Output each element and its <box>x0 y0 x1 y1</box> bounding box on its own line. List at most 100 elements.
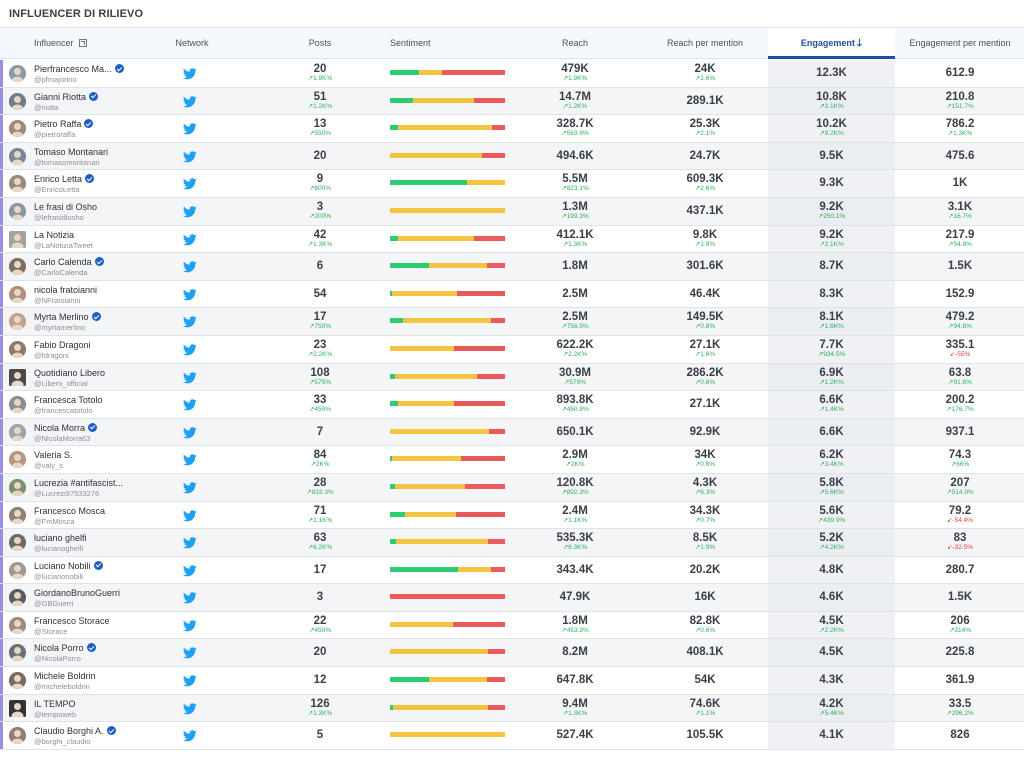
avatar[interactable] <box>9 534 26 552</box>
avatar[interactable] <box>9 727 26 745</box>
avatar[interactable] <box>9 506 26 524</box>
influencer-handle[interactable]: @Storace <box>34 626 68 636</box>
table-row[interactable]: Luciano Nobili @lucianonobili 17 343.4K 20.2… <box>0 556 1024 585</box>
influencer-handle[interactable]: @EnricoLetta <box>34 185 80 195</box>
influencer-handle[interactable]: @CarloCalenda <box>34 268 88 278</box>
table-row[interactable]: Valeria S. @valy_s 84 ↗2K% 2.9M ↗2K% 34K ↗0.6% 6… <box>0 446 1024 474</box>
influencer-name[interactable]: IL TEMPO <box>34 699 76 709</box>
column-header-sentiment[interactable]: Sentiment <box>390 38 431 48</box>
influencer-name[interactable]: Lucrezia #antifascist... <box>34 478 123 488</box>
influencer-handle[interactable]: @Libero_official <box>34 378 88 388</box>
influencer-name[interactable]: GiordanoBrunoGuerri <box>34 588 120 598</box>
influencer-name[interactable]: La Notizia <box>34 230 74 240</box>
avatar[interactable] <box>9 258 26 276</box>
column-header-engagement-per-mention[interactable]: Engagement per mention <box>909 38 1011 48</box>
table-row[interactable]: Nicola Porro @NicolaPorro 20 8.2M 408.1K 4.5K… <box>0 639 1024 668</box>
avatar[interactable] <box>9 202 26 220</box>
influencer-handle[interactable]: @Lucrezi97533276 <box>34 488 100 498</box>
avatar[interactable] <box>9 699 26 717</box>
avatar[interactable] <box>9 120 26 138</box>
table-row[interactable]: Francesco Mosca @FmMosca 71 ↗1.1K% 2.4M ↗1.1K… <box>0 501 1024 530</box>
influencer-handle[interactable]: @FmMosca <box>34 516 75 526</box>
influencer-name[interactable]: Carlo Calenda <box>34 257 104 267</box>
avatar[interactable] <box>9 561 26 579</box>
influencer-name[interactable]: Fabio Dragoni <box>34 340 91 350</box>
avatar[interactable] <box>9 175 26 193</box>
influencer-handle[interactable]: @NicolaPorro <box>34 654 81 664</box>
column-header-influencer[interactable]: Influencer <box>34 28 154 59</box>
column-header-posts[interactable]: Posts <box>308 38 332 48</box>
avatar[interactable] <box>9 672 26 690</box>
table-row[interactable]: Le frasi di Osho @lefrasidiosho 3 ↗200% 1.3M… <box>0 197 1024 226</box>
influencer-name[interactable]: Nicola Morra <box>34 422 98 433</box>
influencer-name[interactable]: luciano ghelfi <box>34 533 87 543</box>
influencer-name[interactable]: Nicola Porro <box>34 643 96 653</box>
table-row[interactable]: IL TEMPO @tempoweb 126 ↗1.3K% 9.4M ↗1.3K% 74.6… <box>0 694 1024 723</box>
influencer-handle[interactable]: @francescatotolo <box>34 406 93 416</box>
column-header-engagement[interactable]: Engagement 🡓 <box>768 28 895 59</box>
expand-icon[interactable] <box>78 39 87 47</box>
influencer-name[interactable]: Luciano Nobili <box>34 560 103 571</box>
table-row[interactable]: Myrta Merlino @myrtamerlino 17 ↗750% 2.5M ↗75… <box>0 308 1024 336</box>
influencer-name[interactable]: Tomaso Montanari <box>34 147 108 157</box>
table-row[interactable]: Lucrezia #antifascist... @Lucrezi97533276… <box>0 473 1024 502</box>
column-header-reach[interactable]: Reach <box>561 38 588 48</box>
influencer-name[interactable]: Le frasi di Osho <box>34 202 97 212</box>
influencer-name[interactable]: Myrta Merlino <box>34 312 101 322</box>
influencer-handle[interactable]: @pietroraffa <box>34 130 76 140</box>
influencer-handle[interactable]: @valy_s <box>34 461 63 471</box>
avatar[interactable] <box>9 368 26 386</box>
avatar[interactable] <box>9 644 26 662</box>
influencer-name[interactable]: Pietro Raffa <box>34 119 94 129</box>
influencer-handle[interactable]: @lucianoghelfi <box>34 544 84 554</box>
table-row[interactable]: Quotidiano Libero @Libero_official 108 ↗575… <box>0 363 1024 392</box>
table-row[interactable]: Nicola Morra @NicolaMorra63 7 650.1K 92.9K 6.… <box>0 418 1024 447</box>
influencer-handle[interactable]: @lucianonobili <box>34 571 83 581</box>
table-row[interactable]: Michele Boldrin @micheleboldrin 12 647.8K 54… <box>0 667 1024 695</box>
avatar[interactable] <box>9 589 26 607</box>
influencer-handle[interactable]: @fdragoni <box>34 350 69 360</box>
table-row[interactable]: Carlo Calenda @CarloCalenda 6 1.8M 301.6K 8.7… <box>0 253 1024 281</box>
table-row[interactable]: luciano ghelfi @lucianoghelfi 63 ↗6.2K% 535.… <box>0 529 1024 557</box>
influencer-name[interactable]: Michele Boldrin <box>34 671 96 681</box>
influencer-handle[interactable]: @NicolaMorra63 <box>34 433 91 443</box>
influencer-handle[interactable]: @tomasomontanari <box>34 157 100 167</box>
influencer-name[interactable]: Quotidiano Libero <box>34 368 105 378</box>
avatar[interactable] <box>9 147 26 165</box>
table-row[interactable]: Fabio Dragoni @fdragoni 23 ↗2.2K% 622.2K ↗2.2… <box>0 335 1024 364</box>
table-row[interactable]: Pietro Raffa @pietroraffa 13 ↗550% 328.7K ↗56… <box>0 115 1024 143</box>
avatar[interactable] <box>9 478 26 496</box>
influencer-name[interactable]: Francesco Storace <box>34 616 110 626</box>
table-row[interactable]: Tomaso Montanari @tomasomontanari 20 494.6K… <box>0 142 1024 171</box>
influencer-handle[interactable]: @myrtamerlino <box>34 323 85 333</box>
influencer-handle[interactable]: @tempoweb <box>34 709 77 719</box>
influencer-name[interactable]: Francesca Totolo <box>34 395 102 405</box>
influencer-handle[interactable]: @riotta <box>34 102 59 112</box>
avatar[interactable] <box>9 423 26 441</box>
avatar[interactable] <box>9 616 26 634</box>
table-row[interactable]: Francesca Totolo @francescatotolo 33 ↗450% 8… <box>0 391 1024 419</box>
influencer-handle[interactable]: @LaNotiziaTweet <box>34 240 93 250</box>
table-row[interactable]: Gianni Riotta @riotta 51 ↗1.2K% 14.7M ↗1.2K% 2… <box>0 87 1024 116</box>
influencer-name[interactable]: Pierfrancesco Ma... <box>34 64 124 74</box>
avatar[interactable] <box>9 396 26 414</box>
avatar[interactable] <box>9 340 26 358</box>
table-row[interactable]: La Notizia @LaNotiziaTweet 42 ↗1.3K% 412.1K ↗… <box>0 225 1024 254</box>
table-row[interactable]: GiordanoBrunoGuerri @GBGuerri 3 47.9K 16K 4.6… <box>0 584 1024 612</box>
influencer-handle[interactable]: @borghi_claudio <box>34 737 91 747</box>
influencer-name[interactable]: Gianni Riotta <box>34 91 99 102</box>
influencer-name[interactable]: Valeria S. <box>34 450 72 460</box>
column-header-reach-per-mention[interactable]: Reach per mention <box>666 38 744 48</box>
avatar[interactable] <box>9 65 26 82</box>
avatar[interactable] <box>9 285 26 303</box>
avatar[interactable] <box>9 313 26 331</box>
column-header-network[interactable]: Network <box>175 38 209 48</box>
avatar[interactable] <box>9 92 26 110</box>
table-row[interactable]: Claudio Borghi A. @borghi_claudio 5 527.4K 1… <box>0 722 1024 750</box>
avatar[interactable] <box>9 451 26 469</box>
table-row[interactable]: nicola fratoianni @NFratoianni 54 2.5M 46.4K… <box>0 280 1024 309</box>
table-row[interactable]: Pierfrancesco Ma... @pfmajorino 20 ↗1.9K% 47… <box>0 60 1024 88</box>
influencer-name[interactable]: Enrico Letta <box>34 174 95 184</box>
table-row[interactable]: Francesco Storace @Storace 22 ↗450% 1.8M ↗453… <box>0 611 1024 640</box>
influencer-handle[interactable]: @GBGuerri <box>34 599 74 609</box>
